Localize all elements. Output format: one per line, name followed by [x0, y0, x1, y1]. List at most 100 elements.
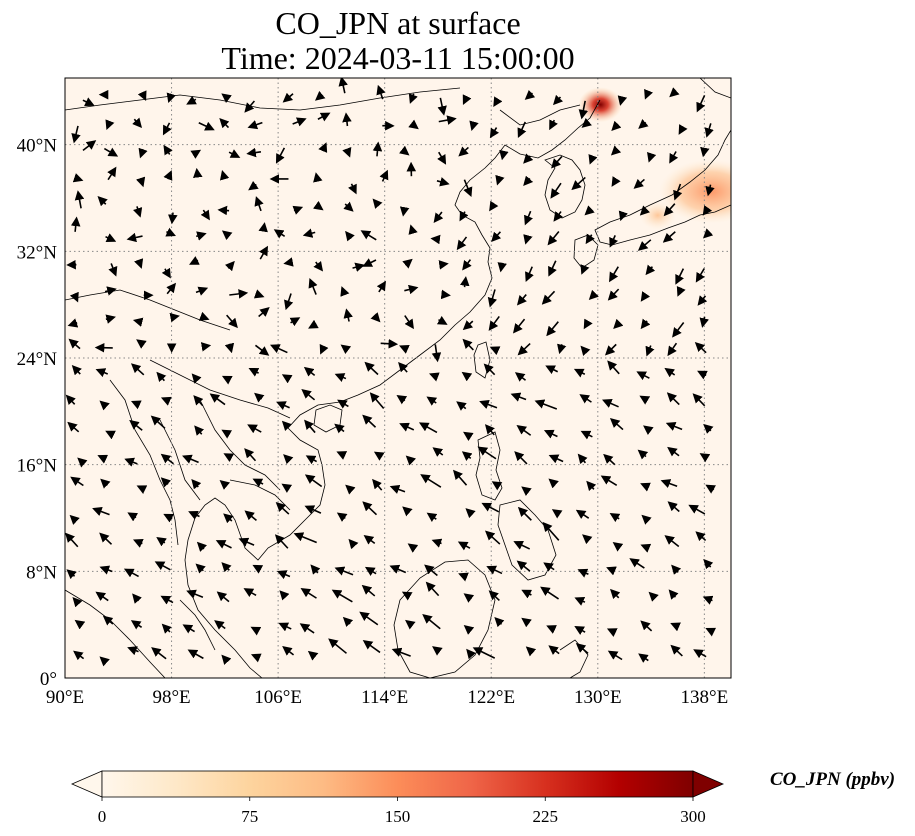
- wind-arrow: [196, 541, 208, 552]
- wind-arrow: [259, 245, 269, 260]
- wind-arrow: [641, 514, 652, 525]
- wind-arrow: [194, 425, 205, 436]
- wind-arrow: [258, 307, 270, 318]
- wind-arrow: [575, 642, 589, 654]
- wind-arrow: [190, 149, 202, 159]
- wind-arrow: [466, 648, 477, 660]
- wind-arrow: [301, 388, 316, 401]
- wind-arrow: [82, 140, 97, 151]
- wind-arrow: [224, 342, 235, 354]
- wind-arrow: [462, 259, 472, 271]
- wind-arrow: [521, 617, 532, 628]
- wind-arrow: [71, 125, 81, 144]
- wind-arrow: [404, 315, 414, 330]
- wind-arrow: [697, 295, 708, 306]
- wind-arrow: [668, 589, 679, 600]
- wind-arrow: [548, 478, 559, 489]
- wind-arrow: [546, 321, 559, 337]
- wind-arrow: [633, 178, 645, 189]
- wind-arrow: [676, 285, 686, 297]
- wind-arrow: [195, 563, 206, 574]
- wind-arrow: [463, 431, 474, 442]
- wind-arrow: [65, 394, 76, 405]
- wind-arrow: [105, 233, 117, 242]
- wind-arrow: [426, 512, 438, 523]
- wind-arrow: [436, 177, 450, 187]
- wind-arrow: [459, 210, 469, 222]
- wind-arrow: [523, 153, 534, 164]
- wind-arrow: [405, 455, 416, 466]
- wind-arrow: [352, 262, 365, 272]
- lon-tick-label: 114°E: [361, 687, 408, 708]
- wind-arrow: [607, 288, 620, 301]
- wind-arrow: [252, 564, 264, 574]
- wind-arrow: [700, 146, 710, 158]
- wind-arrow: [703, 558, 714, 570]
- wind-arrow: [611, 176, 621, 187]
- wind-arrow: [603, 453, 616, 466]
- hotspot-moderate: [659, 159, 731, 224]
- wind-arrow: [667, 501, 680, 513]
- wind-arrow: [74, 190, 85, 209]
- wind-arrow: [479, 399, 498, 409]
- wind-arrow: [258, 222, 268, 233]
- wind-arrow: [437, 151, 447, 165]
- wind-arrow: [334, 373, 347, 382]
- lat-tick-label: 24°N: [17, 349, 58, 370]
- wind-arrow: [104, 286, 117, 296]
- wind-arrow: [549, 119, 558, 131]
- wind-arrow: [107, 166, 117, 181]
- wind-arrow: [489, 200, 499, 212]
- wind-arrow: [99, 532, 113, 545]
- wind-arrow: [456, 236, 468, 251]
- wind-arrow: [136, 339, 147, 349]
- lat-tick-label: 32°N: [17, 242, 58, 263]
- wind-arrow: [639, 395, 651, 405]
- wind-arrow: [214, 620, 226, 630]
- wind-arrow: [694, 341, 707, 354]
- wind-arrow: [221, 230, 233, 241]
- wind-arrow: [154, 561, 171, 571]
- lat-tick-label: 8°N: [26, 562, 57, 583]
- wind-arrow: [362, 414, 377, 428]
- wind-arrow: [304, 505, 322, 515]
- wind-arrow: [462, 338, 474, 351]
- wind-arrow: [540, 586, 560, 600]
- wind-arrow: [253, 289, 265, 299]
- wind-arrow: [160, 595, 174, 605]
- wind-arrow: [516, 294, 527, 306]
- lon-tick-label: 122°E: [467, 687, 515, 708]
- wind-arrow: [463, 593, 475, 603]
- wind-arrow: [521, 589, 533, 599]
- wind-arrow: [678, 124, 688, 135]
- wind-arrow: [607, 650, 623, 661]
- wind-arrow: [97, 454, 109, 464]
- wind-arrow: [640, 620, 653, 632]
- wind-arrow: [699, 316, 709, 328]
- wind-arrow: [672, 321, 685, 338]
- wind-arrow: [219, 118, 230, 129]
- wind-arrow: [379, 169, 389, 182]
- wind-arrow: [342, 112, 352, 127]
- wind-arrow: [161, 623, 172, 634]
- wind-arrow: [105, 314, 116, 324]
- wind-arrow: [697, 370, 708, 380]
- wind-arrow: [343, 308, 353, 322]
- wind-arrow: [99, 656, 110, 667]
- wind-arrow: [463, 625, 475, 635]
- wind-arrow: [645, 345, 655, 357]
- lon-tick-label: 98°E: [152, 687, 190, 708]
- wind-arrow: [254, 344, 270, 356]
- wind-arrow: [223, 513, 234, 524]
- wind-arrow: [229, 289, 249, 299]
- wind-arrow: [135, 176, 146, 188]
- latitude-tick-labels: 0° 8°N 16°N 24°N 32°N 40°N: [17, 136, 58, 690]
- wind-arrow: [640, 318, 651, 330]
- wind-arrow: [373, 451, 385, 461]
- wind-arrow: [702, 228, 714, 239]
- wind-arrow: [308, 319, 319, 329]
- wind-arrow: [499, 149, 509, 161]
- wind-arrow: [705, 484, 717, 494]
- wind-arrow: [688, 504, 706, 515]
- wind-arrow: [438, 115, 457, 125]
